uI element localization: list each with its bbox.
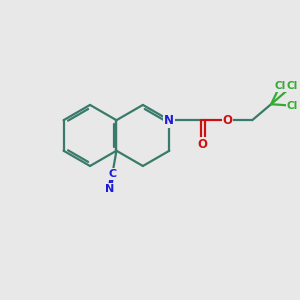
Text: Cl: Cl: [286, 101, 298, 111]
Text: N: N: [164, 114, 174, 127]
Text: O: O: [223, 114, 232, 127]
Text: Cl: Cl: [286, 81, 298, 91]
Text: N: N: [105, 184, 114, 194]
Text: C: C: [108, 169, 116, 178]
Text: O: O: [198, 138, 208, 152]
Text: Cl: Cl: [274, 81, 285, 91]
